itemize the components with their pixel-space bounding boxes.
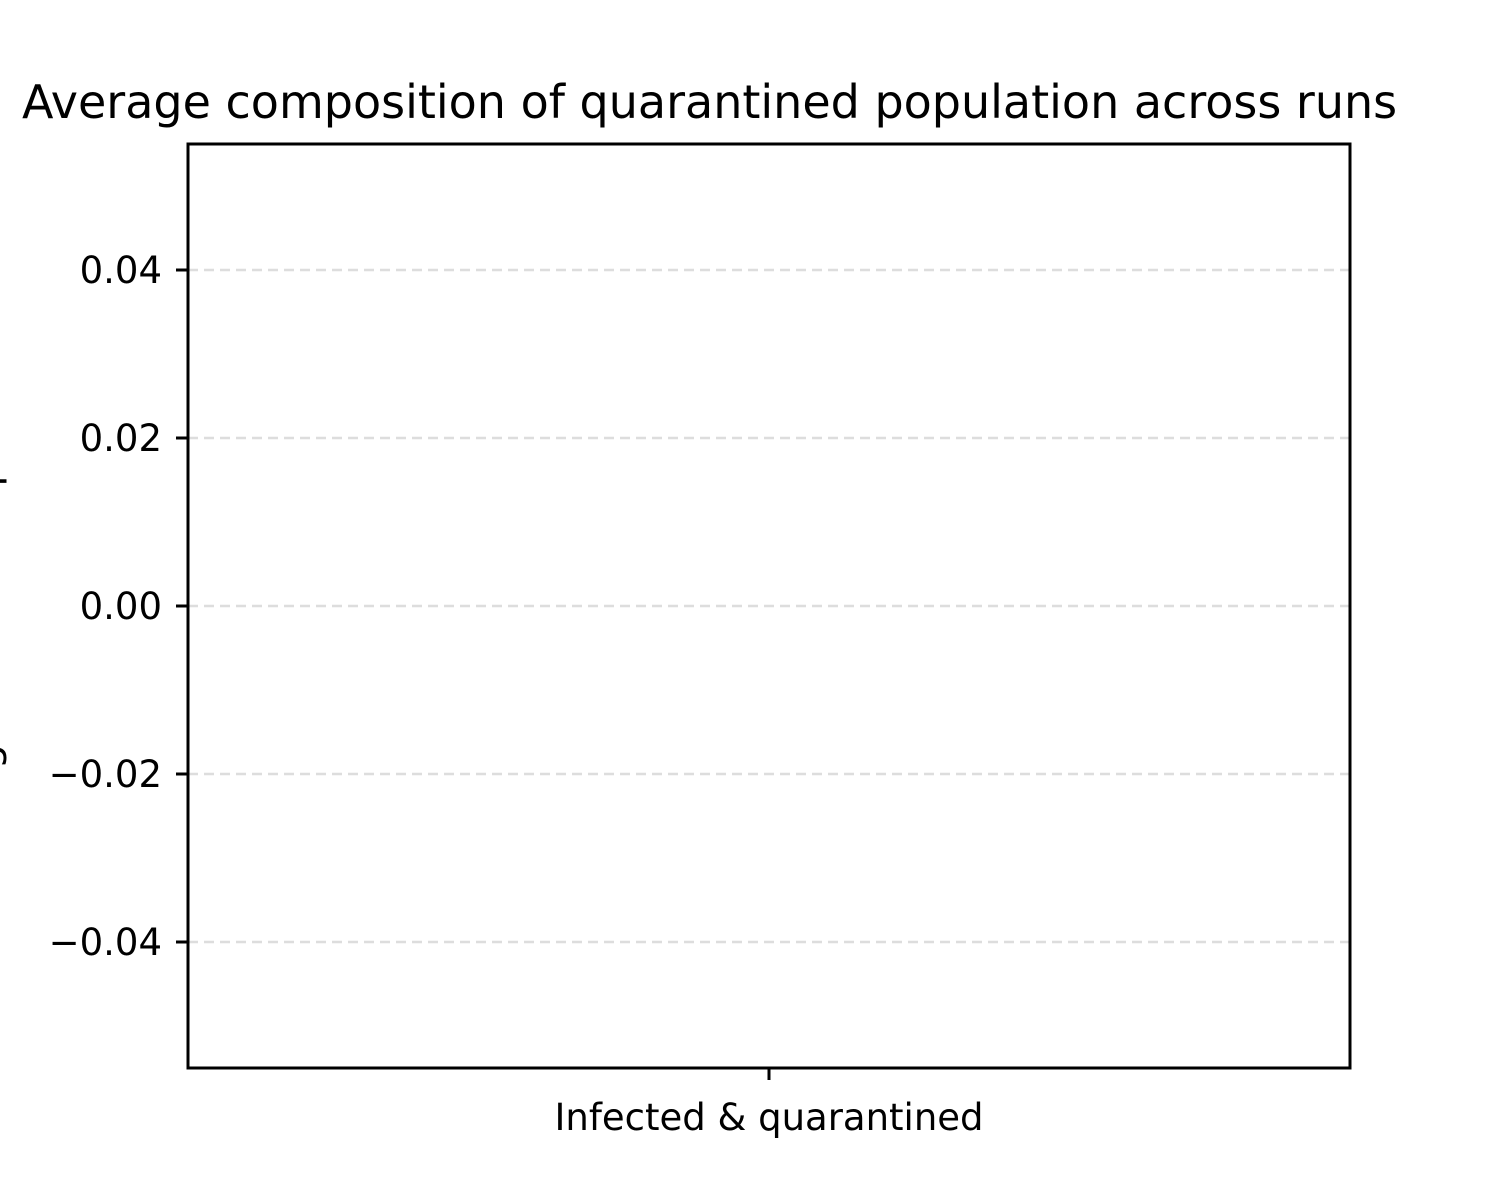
y-axis-label: Average number of persons [0, 328, 8, 883]
y-tick-label: 0.00 [80, 585, 162, 628]
y-axis-ticks: −0.04 −0.02 0.00 0.02 0.04 [49, 249, 188, 964]
y-tick-label: −0.04 [49, 921, 162, 964]
y-tick-label: −0.02 [49, 753, 162, 796]
x-tick-label: Infected & quarantined [554, 1096, 983, 1139]
x-axis-ticks: Infected & quarantined [554, 1068, 984, 1139]
y-tick-label: 0.04 [80, 249, 162, 292]
chart-title: Average composition of quarantined popul… [22, 75, 1397, 129]
y-tick-label: 0.02 [80, 417, 162, 460]
grid-lines [188, 268, 1350, 944]
